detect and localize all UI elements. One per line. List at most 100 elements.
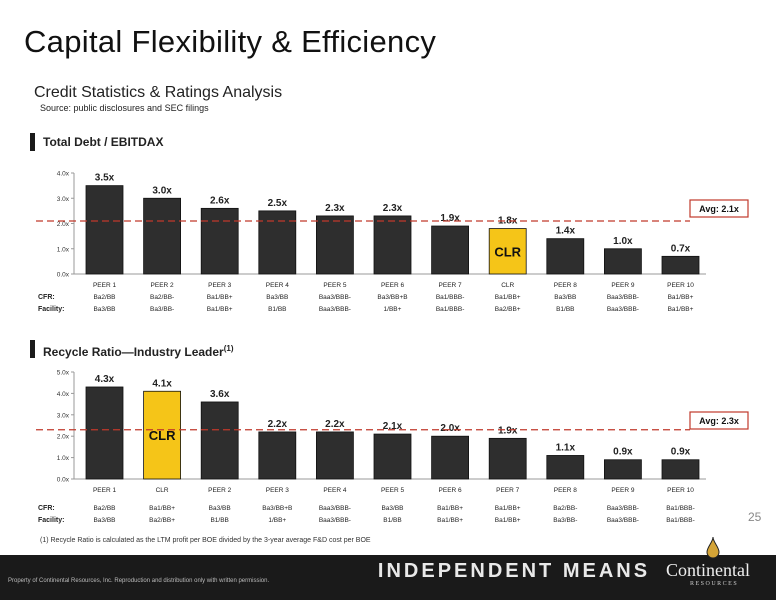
- chart1-facility-rating: Ba3/BB: [93, 306, 115, 313]
- chart2-category-label: PEER 7: [496, 487, 520, 494]
- chart2-y-tick-label: 2.0x: [57, 434, 70, 441]
- chart2-bar: [661, 459, 700, 480]
- chart1-bar: [661, 255, 700, 275]
- chart2-cfr-rating: Ba1/BB+: [437, 505, 463, 512]
- chart1-category-label: PEER 9: [611, 282, 635, 289]
- chart1-data-label: 1.8x: [498, 216, 518, 227]
- chart2-cfr-rating: Baa3/BBB-: [607, 505, 639, 512]
- tagline-banner: INDEPENDENT MEANS: [377, 560, 651, 582]
- chart2-bar: [258, 431, 297, 480]
- chart2-cfr-rating: Ba3/BB+B: [262, 505, 292, 512]
- chart2-bar: [604, 459, 642, 480]
- chart2-y-tick-label: 3.0x: [57, 412, 70, 419]
- chart2-facility-rating: Ba2/BB+: [149, 517, 175, 524]
- chart1-cfr-row-label: CFR:: [38, 294, 55, 301]
- source-note: Source: public disclosures and SEC filin…: [40, 103, 209, 113]
- chart2-bar: [373, 433, 412, 480]
- oil-drop-logo-icon: [706, 536, 720, 559]
- chart2-y-tick-label: 0.0x: [57, 477, 70, 484]
- chart2-data-label: 2.2x: [268, 419, 288, 430]
- chart2-facility-rating: Ba3/BB: [93, 517, 115, 524]
- page-number: 25: [748, 510, 762, 524]
- page-title: Capital Flexibility & Efficiency: [24, 24, 437, 59]
- chart2-category-label: PEER 10: [667, 487, 694, 494]
- company-logo-subtext: RESOURCES: [690, 581, 739, 587]
- chart1-facility-rating: 1/BB+: [384, 306, 402, 313]
- chart1-cfr-rating: Baa3/BBB-: [607, 294, 639, 301]
- chart2-data-label: 1.9x: [498, 425, 518, 436]
- chart2-cfr-rating: Baa3/BBB-: [319, 505, 351, 512]
- chart2-facility-rating: Ba1/BB+: [437, 517, 463, 524]
- chart1-category-label: PEER 10: [667, 282, 694, 289]
- chart2-bar: [143, 390, 182, 480]
- chart1-category-label: PEER 8: [554, 282, 578, 289]
- chart2-facility-rating: B1/BB: [383, 517, 401, 524]
- chart2-facility-row-label: Facility:: [38, 517, 64, 524]
- chart2-category-label: PEER 3: [266, 487, 290, 494]
- chart2-highlight-label: CLR: [149, 428, 176, 443]
- chart1-bar: [373, 215, 412, 275]
- chart1-category-label: PEER 5: [323, 282, 347, 289]
- chart1-y-tick-label: 2.0x: [57, 221, 70, 228]
- chart1-data-label: 2.5x: [268, 198, 288, 209]
- chart2-bar: [200, 401, 239, 480]
- chart2-y-tick-label: 1.0x: [57, 455, 70, 462]
- chart1-category-label: PEER 3: [208, 282, 232, 289]
- chart2-bar: [315, 431, 354, 480]
- chart1-cfr-rating: Ba2/BB: [93, 294, 115, 301]
- chart1-facility-rating: Baa3/BBB-: [319, 306, 351, 313]
- footer-band: [0, 555, 776, 600]
- chart1-data-label: 2.6x: [210, 195, 230, 206]
- chart1-category-label: PEER 7: [439, 282, 463, 289]
- page-subtitle: Credit Statistics & Ratings Analysis: [34, 84, 283, 101]
- chart1-facility-rating: Ba3/BB-: [150, 306, 174, 313]
- chart1-y-tick-label: 4.0x: [57, 171, 70, 178]
- chart1-title: Total Debt / EBITDAX: [43, 135, 164, 149]
- chart2-title-footnote-ref: (1): [223, 344, 234, 353]
- chart1-bar: [488, 228, 527, 275]
- chart1-bar: [200, 207, 239, 275]
- chart1-highlight-label: CLR: [494, 244, 521, 259]
- chart1-average-label: Avg: 2.1x: [699, 204, 739, 214]
- chart2-cfr-rating: Ba1/BBB-: [666, 505, 695, 512]
- chart2-cfr-rating: Ba3/BB: [381, 505, 403, 512]
- chart2-category-label: PEER 4: [323, 487, 347, 494]
- chart2-bar: [431, 435, 470, 480]
- chart1-data-label: 1.4x: [556, 226, 576, 237]
- chart1-category-label: CLR: [501, 282, 514, 289]
- chart1-facility-rating: Ba1/BB+: [207, 306, 233, 313]
- chart1-average-box: [689, 199, 749, 218]
- chart2-data-label: 0.9x: [613, 447, 633, 458]
- chart1-y-tick-label: 1.0x: [57, 246, 70, 253]
- chart1-y-tick-label: 0.0x: [57, 272, 70, 279]
- chart2-data-label: 4.3x: [95, 374, 115, 385]
- chart1-facility-rating: Ba1/BB+: [668, 306, 694, 313]
- chart1-category-label: PEER 4: [266, 282, 290, 289]
- chart2-data-label: 2.0x: [440, 423, 460, 434]
- chart1-data-label: 3.0x: [152, 185, 172, 196]
- chart1-cfr-rating: Ba3/BB+B: [377, 294, 407, 301]
- company-logo-text: Continental: [666, 560, 750, 580]
- chart1-cfr-rating: Baa3/BBB-: [319, 294, 351, 301]
- chart1-data-label: 2.3x: [325, 203, 345, 214]
- chart2-category-label: PEER 1: [93, 487, 117, 494]
- chart2-average-label: Avg: 2.3x: [699, 416, 739, 426]
- chart2-facility-rating: B1/BB: [210, 517, 228, 524]
- chart2-cfr-rating: Ba1/BB+: [495, 505, 521, 512]
- chart1-facility-rating: B1/BB: [556, 306, 574, 313]
- chart1-bar: [604, 248, 642, 275]
- chart2-cfr-rating: Ba1/BB+: [149, 505, 175, 512]
- chart1-category-label: PEER 2: [151, 282, 175, 289]
- chart2-bar: [546, 455, 585, 480]
- chart1-data-label: 1.0x: [613, 236, 633, 247]
- chart2-cfr-rating: Ba3/BB: [209, 505, 231, 512]
- chart2-data-label: 3.6x: [210, 389, 230, 400]
- chart1-cfr-rating: Ba1/BB+: [668, 294, 694, 301]
- chart2-cfr-rating: Ba2/BB: [93, 505, 115, 512]
- chart1-data-label: 0.7x: [671, 243, 691, 254]
- chart2-category-label: PEER 6: [439, 487, 463, 494]
- chart1-bar: [258, 210, 297, 275]
- chart2-bar: [85, 386, 124, 480]
- chart2-bar: [488, 437, 527, 480]
- chart2-facility-rating: Baa3/BBB-: [319, 517, 351, 524]
